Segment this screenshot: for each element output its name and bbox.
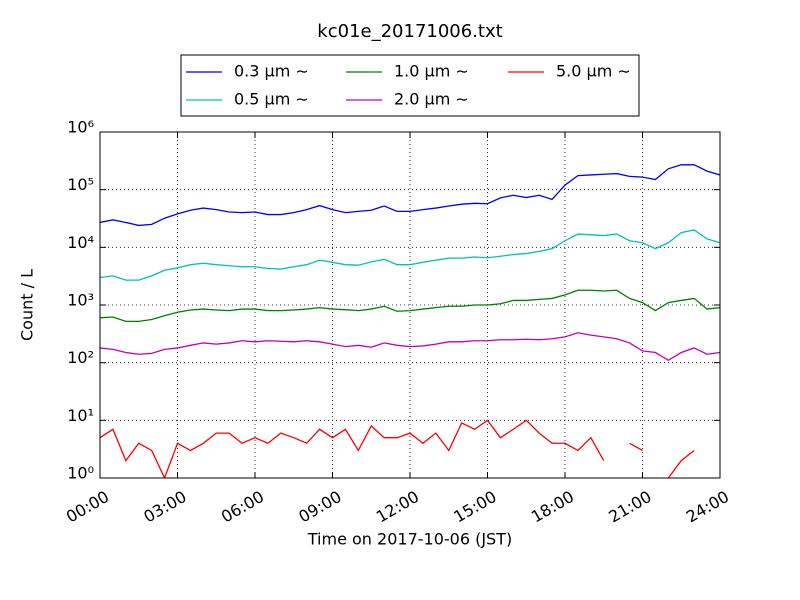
series-line [100, 229, 720, 281]
legend-label: 0.5 μm ∼ [234, 90, 309, 109]
y-tick-label: 10¹ [67, 406, 94, 425]
x-axis-label: Time on 2017-10-06 (JST) [307, 530, 512, 549]
y-tick-label: 10⁴ [67, 233, 94, 252]
legend-label: 2.0 μm ∼ [394, 90, 469, 109]
legend-label: 1.0 μm ∼ [394, 62, 469, 81]
y-tick-label: 10⁶ [67, 118, 94, 137]
chart-title: kc01e_20171006.txt [317, 21, 502, 42]
y-tick-label: 10³ [67, 291, 94, 310]
plot-area [100, 132, 720, 478]
series-line [100, 164, 720, 227]
series-line [100, 332, 720, 362]
legend-label: 0.3 μm ∼ [234, 62, 309, 81]
legend-label: 5.0 μm ∼ [556, 62, 631, 81]
y-tick-label: 10⁰ [67, 464, 94, 483]
series-line [100, 289, 720, 323]
y-axis-label: Count / L [18, 269, 37, 341]
legend [180, 54, 640, 117]
y-tick-label: 10² [67, 348, 94, 367]
y-tick-label: 10⁵ [67, 175, 94, 194]
